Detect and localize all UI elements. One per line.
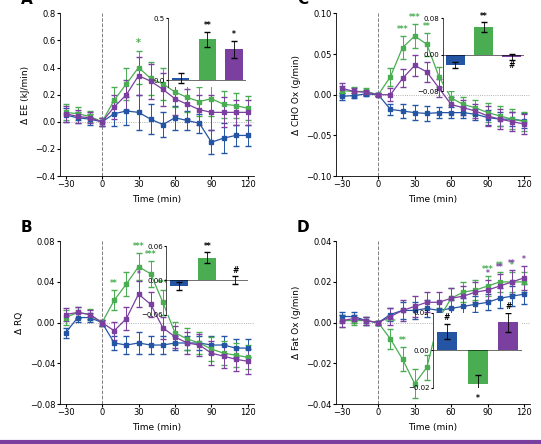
Y-axis label: Δ CHO Ox (g/min): Δ CHO Ox (g/min) — [292, 55, 301, 135]
Text: *: * — [510, 261, 514, 270]
Text: D: D — [297, 220, 309, 235]
Y-axis label: Δ EE (kJ/min): Δ EE (kJ/min) — [21, 66, 30, 124]
X-axis label: Time (min): Time (min) — [408, 423, 458, 432]
Text: C: C — [297, 0, 308, 7]
Y-axis label: Δ Fat Ox (g/min): Δ Fat Ox (g/min) — [292, 286, 301, 359]
X-axis label: Time (min): Time (min) — [408, 195, 458, 204]
Text: **: ** — [110, 279, 118, 288]
Text: ***: *** — [482, 265, 493, 274]
Text: *: * — [136, 39, 141, 48]
Text: ***: *** — [385, 317, 396, 327]
Text: **: ** — [496, 263, 504, 272]
Text: **: ** — [508, 259, 516, 268]
X-axis label: Time (min): Time (min) — [132, 195, 181, 204]
Text: **: ** — [496, 261, 504, 270]
Text: *: * — [522, 254, 526, 264]
Text: ***: *** — [133, 242, 144, 251]
Y-axis label: Δ RQ: Δ RQ — [15, 312, 24, 334]
X-axis label: Time (min): Time (min) — [132, 423, 181, 432]
Text: ***: *** — [157, 279, 169, 288]
Text: ***: *** — [409, 13, 420, 22]
Text: A: A — [21, 0, 32, 7]
Text: **: ** — [423, 22, 431, 31]
Text: B: B — [21, 220, 32, 235]
Text: *: * — [136, 270, 141, 279]
Text: ***: *** — [397, 25, 408, 34]
Text: ***: *** — [145, 250, 156, 258]
Text: *: * — [486, 269, 490, 278]
Text: **: ** — [399, 336, 406, 345]
